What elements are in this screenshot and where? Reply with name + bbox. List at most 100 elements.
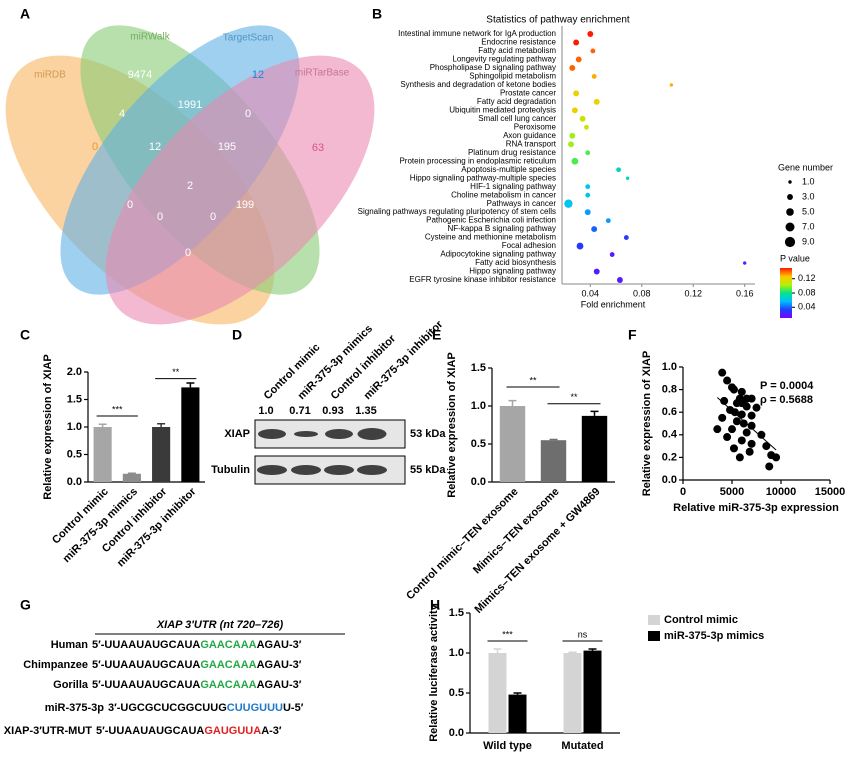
y-tick-label: 0.4	[662, 429, 678, 441]
venn-count: 12	[252, 69, 264, 81]
x-tick-label: 10000	[766, 486, 797, 498]
size-legend-label: 7.0	[802, 221, 815, 231]
bar	[499, 406, 526, 482]
legend-swatch	[648, 631, 660, 641]
pathway-label: Synthesis and degradation of ketone bodi…	[400, 80, 556, 89]
blot-band	[324, 465, 354, 475]
size-legend-mark	[786, 208, 794, 216]
venn-count: 0	[210, 211, 216, 223]
error-bar	[98, 423, 107, 427]
pathway-label: Hippo signaling pathway	[469, 267, 556, 276]
pathway-label: EGFR tyrosine kinase inhibitor resistanc…	[409, 275, 556, 284]
blot-band	[325, 429, 353, 439]
panel-letter: G	[20, 597, 31, 613]
error-bar	[513, 692, 522, 695]
error-bar	[590, 410, 599, 416]
panel-letter: D	[232, 327, 242, 343]
y-tick-label: 0.8	[662, 384, 677, 396]
point	[729, 444, 738, 453]
blot-band	[258, 429, 286, 439]
point	[747, 411, 756, 420]
panel-letter: F	[628, 327, 637, 343]
point	[713, 425, 722, 434]
bubble	[569, 64, 576, 71]
bubble	[571, 157, 579, 165]
point	[772, 453, 781, 462]
bubble	[584, 124, 589, 130]
blot-row-label: Tubulin	[211, 464, 250, 476]
bar	[583, 650, 602, 733]
venn-count: 0	[157, 211, 163, 223]
blot-band	[291, 465, 321, 475]
pathway-label: NF-kappa B signaling pathway	[447, 224, 556, 233]
pathway-label: RNA transport	[506, 139, 557, 148]
venn-count: 0	[92, 141, 98, 153]
pathway-label: Ubiquitin mediated proteolysis	[449, 105, 556, 114]
venn-count: 0	[127, 199, 133, 211]
venn-count: 199	[236, 199, 254, 211]
bar	[93, 427, 112, 482]
stat-annotation: P = 0.0004	[760, 380, 814, 392]
sequence-prefix: 5′-UUAAUAUGCAUA	[92, 659, 200, 671]
point	[732, 417, 741, 426]
bar	[563, 653, 582, 733]
pathway-label: Pathogenic Escherichia coli infection	[426, 216, 556, 225]
venn-count: 4	[119, 108, 125, 120]
x-tick-label: 0.12	[684, 288, 702, 298]
point	[737, 387, 746, 396]
y-tick-label: 0.0	[449, 727, 464, 739]
point	[729, 385, 738, 394]
bubble	[591, 226, 598, 233]
pathway-label: Fatty acid metabolism	[478, 46, 556, 55]
error-bar	[127, 472, 136, 474]
chart-title: Statistics of pathway enrichment	[486, 15, 630, 26]
bubble	[623, 235, 629, 240]
bubble	[585, 192, 591, 198]
color-legend-title: P value	[780, 253, 810, 263]
venn-count: 0	[245, 108, 251, 120]
pathway-label: Longevity regulating pathway	[452, 55, 556, 64]
pathway-label: Phospholipase D signaling pathway	[430, 63, 556, 72]
point	[737, 399, 746, 408]
panel-letter: A	[20, 6, 30, 22]
y-tick-label: 1.0	[449, 647, 464, 659]
error-bar	[493, 648, 502, 653]
bar	[508, 694, 527, 733]
error-bar	[186, 382, 195, 388]
bubble	[616, 167, 622, 173]
bubble	[576, 242, 584, 250]
bar	[581, 415, 608, 482]
blot-ratio: 1.0	[258, 405, 273, 417]
significance-label: ***	[112, 404, 123, 414]
significance-label: **	[172, 367, 180, 377]
pathway-label: Protein processing in endoplasmic reticu…	[399, 156, 556, 165]
x-axis-label: Relative miR-375-3p expression	[673, 502, 839, 514]
point	[747, 421, 756, 430]
point	[739, 419, 748, 428]
pathway-label: Fatty acid biosynthesis	[475, 258, 556, 267]
venn-count: 12	[149, 141, 161, 153]
venn-set-label: miRTarBase	[295, 68, 350, 79]
significance-label: **	[570, 392, 578, 402]
sequence-suffix: AGAU-3′	[257, 679, 302, 691]
venn-count: 9474	[128, 69, 152, 81]
bar	[488, 653, 507, 733]
pathway-label: Endocrine resistance	[481, 38, 556, 47]
sequence: 5′-UUAAUAUGCAUAGAACAAAAGAU-3′	[92, 639, 302, 651]
significance-label: **	[529, 375, 537, 385]
seed-site: GAACAAA	[200, 659, 256, 671]
y-axis-label: Relative expression of XIAP	[42, 354, 54, 500]
bubble	[571, 107, 578, 114]
bubble	[573, 90, 580, 97]
venn-set-label: miRWalk	[130, 32, 170, 43]
panel-letter: H	[430, 597, 440, 613]
pathway-label: Peroxisome	[514, 122, 557, 131]
sequence-name: Human	[51, 639, 89, 651]
point	[762, 442, 771, 451]
x-tick-label: 0	[680, 486, 686, 498]
error-bar	[157, 422, 166, 427]
bubble	[585, 184, 591, 190]
bubble	[573, 39, 580, 46]
seed-site: CUUGUUU	[227, 702, 283, 714]
pathway-label: Pathways in cancer	[487, 199, 557, 208]
